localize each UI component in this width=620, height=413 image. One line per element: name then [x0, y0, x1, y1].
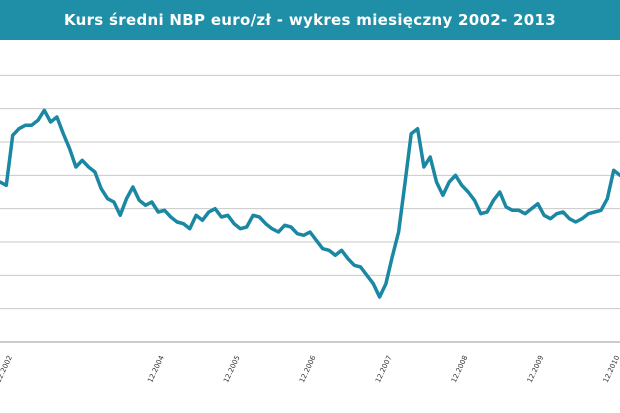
- x-tick-label: 12.2009: [526, 354, 545, 384]
- x-tick-label: 12.2002: [0, 354, 14, 384]
- x-tick-label: 12.2008: [450, 354, 469, 384]
- x-tick-label: 12.2004: [146, 354, 166, 384]
- x-tick-label: 12.2010: [602, 354, 620, 384]
- chart-header: Kurs średni NBP euro/zł - wykres miesięc…: [0, 0, 620, 40]
- chart-title: Kurs średni NBP euro/zł - wykres miesięc…: [63, 11, 557, 29]
- x-tick-label: 12.2006: [298, 354, 318, 384]
- x-tick-label: 12.2007: [374, 354, 393, 384]
- x-tick-label: 12.2005: [222, 354, 241, 384]
- series-line: [0, 108, 620, 299]
